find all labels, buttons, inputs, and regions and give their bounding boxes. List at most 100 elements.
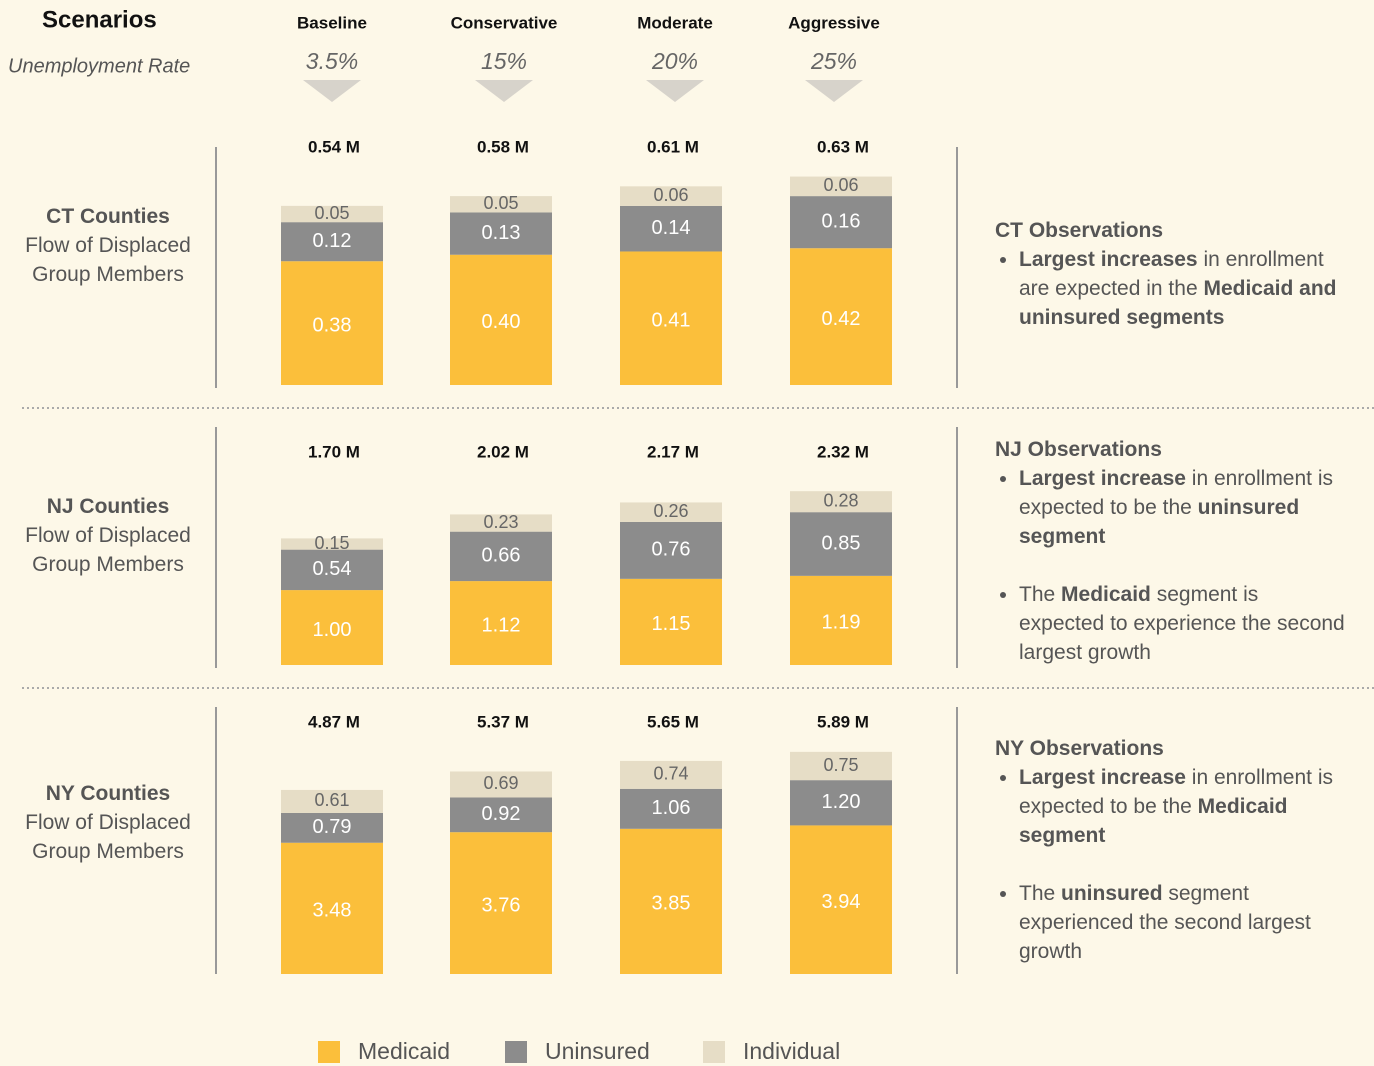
region-subtitle: Flow of Displaced Group Members	[25, 234, 191, 286]
observations: NJ Observations Largest increase in enrol…	[995, 435, 1347, 667]
bar-segment	[790, 825, 892, 974]
segment-label: 3.94	[822, 891, 861, 913]
total-label: 2.17 M	[647, 442, 699, 461]
segment-label: 1.12	[482, 614, 521, 636]
scenario-arrow	[805, 80, 863, 102]
bar-segment	[790, 491, 892, 513]
segment-label: 0.41	[652, 310, 691, 332]
segment-label: 0.13	[482, 222, 521, 244]
bar-segment	[281, 789, 383, 813]
observation-text: Largest increase	[1019, 766, 1186, 789]
bar-segment	[790, 575, 892, 665]
region-subtitle: Flow of Displaced Group Members	[25, 524, 191, 576]
segment-label: 0.92	[482, 803, 521, 825]
segment-label: 0.69	[483, 773, 518, 793]
observation-text: Largest increases	[1019, 248, 1198, 271]
segment-label: 0.75	[823, 755, 858, 775]
scenario-arrow	[646, 80, 704, 102]
segment-label: 1.00	[313, 619, 352, 641]
bar-segment	[450, 797, 552, 833]
bar-segment	[790, 176, 892, 197]
bar-segment	[620, 578, 722, 665]
segment-label: 0.14	[652, 217, 691, 239]
bar-segment	[620, 251, 722, 385]
total-label: 2.02 M	[477, 442, 529, 461]
observation-text: in enrollment is expected to be the	[1019, 467, 1333, 519]
segment-label: 3.85	[652, 893, 691, 915]
total-label: 0.61 M	[647, 137, 699, 156]
bar-segment	[450, 771, 552, 798]
segment-label: 0.61	[314, 790, 349, 810]
bar-segment	[281, 222, 383, 262]
bar-segment	[790, 248, 892, 385]
bar-segment	[450, 212, 552, 255]
total-label: 2.32 M	[817, 442, 869, 461]
region-label: NY Counties Flow of Displaced Group Membe…	[0, 779, 216, 866]
bar-segment	[620, 205, 722, 252]
bar-segment	[450, 531, 552, 582]
segment-label: 0.05	[314, 203, 349, 223]
total-label: 1.70 M	[308, 442, 360, 461]
segment-label: 0.15	[314, 533, 349, 553]
scenario-rate: 3.5%	[306, 48, 358, 74]
bar-segment	[281, 549, 383, 591]
region-subtitle: Flow of Displaced Group Members	[25, 811, 191, 863]
total-label: 5.89 M	[817, 712, 869, 731]
observations: NY Observations Largest increase in enrol…	[995, 734, 1347, 966]
scenario-name: Baseline	[297, 13, 367, 32]
segment-label: 0.54	[313, 558, 352, 580]
segment-label: 0.23	[483, 512, 518, 532]
observations-list: Largest increases in enrollment are expe…	[995, 245, 1347, 332]
observation-bullet: Largest increases in enrollment are expe…	[1019, 245, 1347, 332]
bar-segment	[281, 261, 383, 385]
bar-segment	[620, 760, 722, 789]
scenario-arrow	[475, 80, 533, 102]
segment-label: 1.19	[822, 612, 861, 634]
observation-text: uninsured segment	[1019, 496, 1300, 548]
scenario-rate: 25%	[810, 48, 857, 74]
observation-text: The	[1019, 583, 1062, 606]
observations-list: Largest increase in enrollment is expect…	[995, 763, 1347, 966]
segment-label: 0.79	[313, 816, 352, 838]
observation-bullet: Largest increase in enrollment is expect…	[1019, 464, 1347, 551]
segment-label: 0.28	[823, 490, 858, 510]
segment-label: 3.76	[482, 894, 521, 916]
region-label: NJ Counties Flow of Displaced Group Membe…	[0, 492, 216, 579]
region-title: NJ Counties	[46, 495, 170, 518]
legend-swatch	[505, 1041, 527, 1063]
segment-label: 0.40	[482, 311, 521, 333]
bar-segment	[620, 502, 722, 522]
observation-text: Largest increase	[1019, 467, 1186, 490]
observation-text: in enrollment are expected in the	[1019, 248, 1324, 300]
bar-segment	[790, 512, 892, 576]
bar-segment	[450, 196, 552, 213]
scenario-arrow	[303, 80, 361, 102]
observation-text: segment experienced the second largest g…	[1019, 882, 1311, 963]
observations-title: CT Observations	[995, 219, 1164, 242]
observation-bullet: The Medicaid segment is expected to expe…	[1019, 580, 1347, 667]
segment-label: 0.26	[653, 501, 688, 521]
bar-segment	[281, 842, 383, 974]
segment-label: 1.06	[652, 797, 691, 819]
legend-swatch	[318, 1041, 340, 1063]
bar-segment	[450, 514, 552, 532]
observation-text: Medicaid	[1061, 583, 1151, 606]
bar-segment	[281, 205, 383, 223]
total-label: 5.37 M	[477, 712, 529, 731]
bar-segment	[450, 254, 552, 385]
total-label: 0.58 M	[477, 137, 529, 156]
segment-label: 3.48	[313, 900, 352, 922]
observations-title: NY Observations	[995, 737, 1164, 760]
observations-list: Largest increase in enrollment is expect…	[995, 464, 1347, 667]
bar-segment	[450, 581, 552, 665]
legend-label: Uninsured	[545, 1038, 650, 1064]
bar-segment	[790, 780, 892, 826]
observation-text: uninsured	[1061, 882, 1163, 905]
observation-text: Medicaid and uninsured segments	[1019, 277, 1337, 329]
observation-text: in enrollment is expected to be the	[1019, 766, 1333, 818]
legend-label: Medicaid	[358, 1038, 450, 1064]
segment-label: 1.15	[652, 613, 691, 635]
scenario-name: Conservative	[451, 13, 558, 32]
total-label: 5.65 M	[647, 712, 699, 731]
